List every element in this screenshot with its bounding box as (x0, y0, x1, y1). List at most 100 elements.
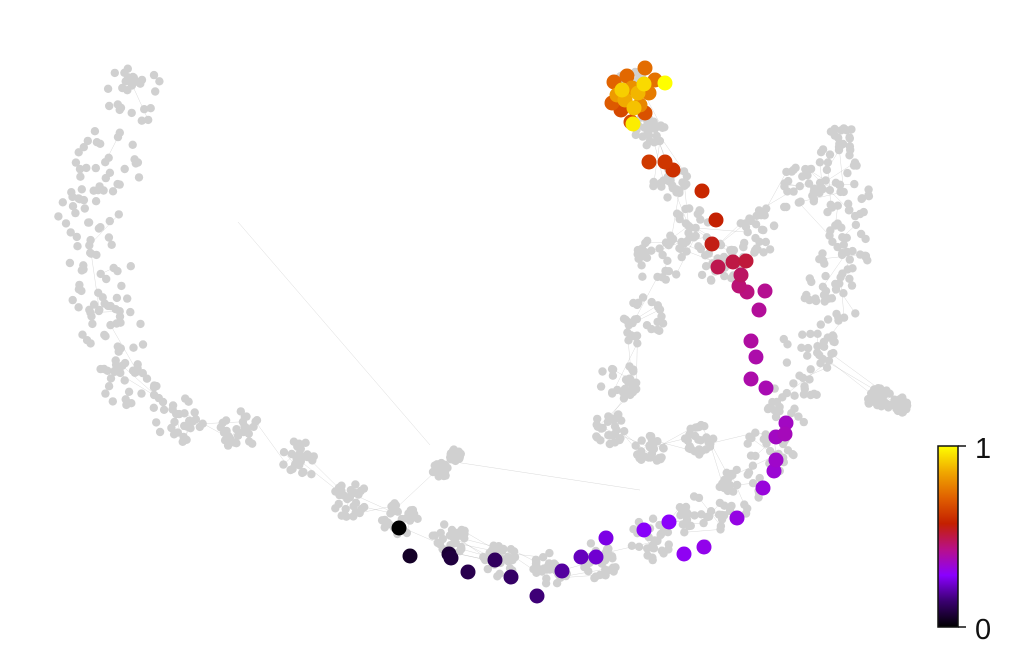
background-graph (54, 64, 912, 588)
graph-node (598, 367, 607, 376)
graph-node (834, 142, 844, 152)
graph-node (831, 178, 841, 187)
graph-node (701, 262, 711, 271)
graph-node (842, 233, 851, 242)
graph-node (647, 324, 656, 334)
graph-node (827, 294, 837, 303)
trajectory-point (694, 183, 710, 199)
graph-node (857, 194, 866, 204)
graph-node (307, 470, 316, 479)
trajectory-point (588, 549, 604, 565)
graph-node (778, 393, 787, 402)
graph-node (630, 332, 639, 341)
graph-node (664, 241, 673, 250)
graph-node (387, 507, 397, 517)
graph-node (232, 425, 241, 434)
graph-node (149, 390, 159, 400)
graph-node (861, 234, 870, 244)
graph-node (633, 339, 642, 348)
graph-node (657, 182, 666, 191)
graph-node (813, 342, 822, 351)
graph-node (637, 436, 646, 445)
graph-node (732, 480, 742, 490)
graph-node (91, 197, 101, 206)
graph-node (790, 391, 799, 400)
graph-node (678, 178, 687, 187)
graph-node (836, 187, 845, 197)
graph-node (856, 250, 865, 259)
graph-node (690, 447, 699, 456)
graph-node (658, 273, 667, 282)
graph-node (655, 136, 665, 146)
graph-node (834, 133, 843, 143)
graph-node (104, 233, 114, 242)
graph-node (120, 376, 129, 385)
graph-node (846, 145, 855, 155)
graph-node (851, 309, 860, 318)
trajectory-point (738, 253, 754, 269)
graph-node (820, 297, 829, 306)
graph-node (803, 343, 813, 353)
graph-node (489, 541, 498, 550)
graph-node (77, 185, 87, 194)
graph-node (611, 414, 620, 423)
graph-node (152, 418, 161, 427)
graph-node (679, 167, 689, 176)
graph-node (706, 507, 716, 516)
graph-node (789, 379, 798, 388)
graph-node (87, 312, 96, 321)
trajectory-point (696, 539, 712, 555)
graph-node (96, 364, 105, 374)
graph-node (116, 103, 126, 113)
graph-node (142, 374, 152, 383)
graph-node (190, 408, 199, 417)
graph-node (552, 579, 562, 588)
graph-node (76, 172, 85, 181)
graph-node (111, 360, 121, 369)
trajectory-point (676, 546, 692, 562)
graph-node (104, 153, 113, 162)
graph-node (847, 281, 857, 290)
trajectory-point (636, 76, 652, 92)
trajectory-point (758, 380, 774, 396)
graph-node (815, 350, 824, 360)
graph-node (96, 269, 105, 279)
graph-node (851, 220, 861, 230)
graph-node (79, 195, 89, 205)
graph-node (605, 439, 614, 449)
graph-node (631, 441, 640, 450)
graph-node (77, 286, 86, 296)
graph-node (68, 295, 77, 305)
graph-node (658, 250, 667, 260)
graph-node (550, 559, 559, 568)
graph-node (345, 493, 355, 502)
graph-node (822, 165, 832, 175)
graph-node (428, 531, 437, 540)
graph-node (845, 255, 854, 264)
graph-node (850, 179, 859, 189)
graph-node (770, 406, 779, 415)
graph-node (829, 337, 838, 346)
graph-node (406, 506, 415, 515)
graph-node (126, 76, 135, 85)
graph-node (342, 512, 351, 521)
graph-node (130, 155, 139, 164)
graph-node (65, 258, 75, 268)
graph-node (663, 256, 672, 265)
graph-node (451, 538, 460, 548)
trajectory-point (748, 349, 764, 365)
graph-node (859, 207, 868, 217)
graph-node (541, 579, 551, 588)
graph-node (601, 571, 610, 580)
graph-node (627, 541, 637, 550)
graph-node (279, 460, 288, 469)
graph-node (696, 206, 705, 216)
graph-node (809, 389, 819, 398)
graph-node (89, 186, 98, 195)
graph-node (137, 389, 146, 398)
graph-node (288, 464, 297, 474)
graph-node (115, 180, 124, 189)
graph-node (637, 261, 646, 270)
graph-node (341, 504, 350, 514)
graph-node (794, 198, 803, 207)
